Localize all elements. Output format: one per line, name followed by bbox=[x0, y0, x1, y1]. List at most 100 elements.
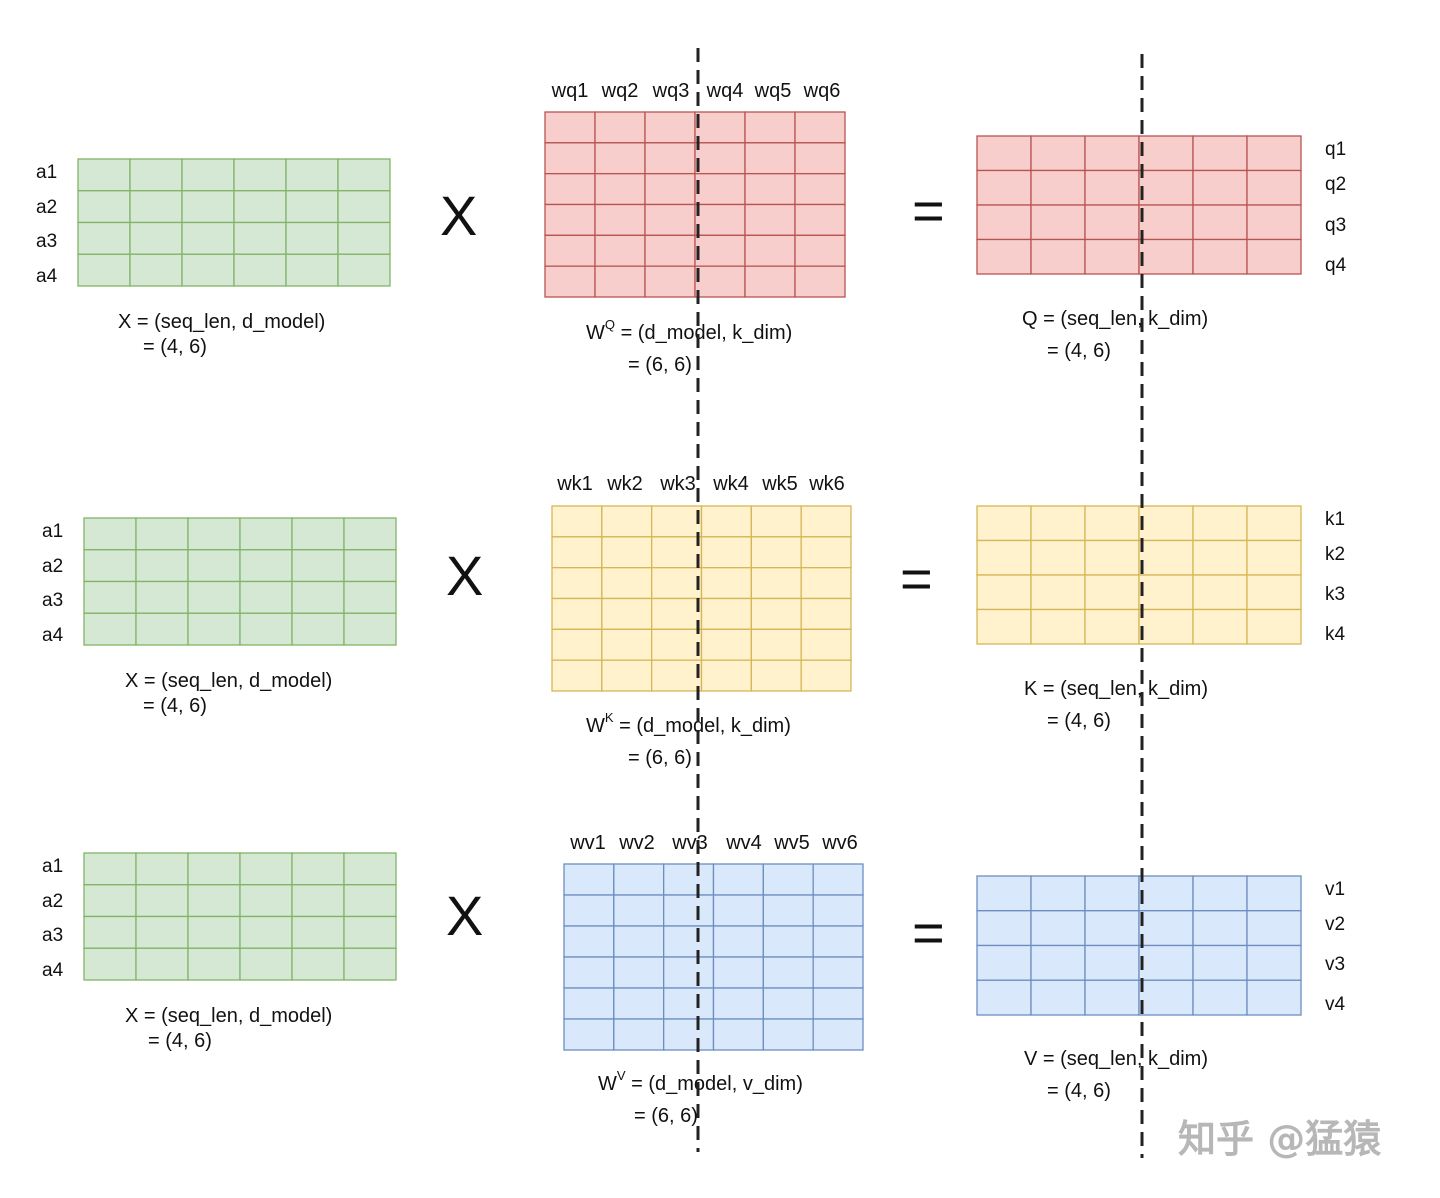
matrix-cell bbox=[700, 505, 752, 538]
matrix-cell bbox=[239, 852, 293, 886]
matrix-cell bbox=[1084, 979, 1140, 1016]
w-caption-shape: = (6, 6) bbox=[634, 1105, 698, 1127]
matrix-cell bbox=[135, 549, 189, 583]
matrix-cell bbox=[1030, 505, 1086, 542]
matrix-cell bbox=[613, 1018, 665, 1051]
x-row-label: a4 bbox=[42, 960, 64, 981]
matrix-cell bbox=[712, 925, 764, 958]
matrix-cell bbox=[1030, 608, 1086, 645]
matrix-cell bbox=[976, 910, 1032, 947]
matrix-cell bbox=[83, 947, 137, 981]
matrix-cell bbox=[1192, 238, 1248, 275]
matrix-cell bbox=[762, 1018, 814, 1051]
matrix-cell bbox=[1192, 204, 1248, 241]
matrix-cell bbox=[135, 517, 189, 551]
q-row-label: q4 bbox=[1325, 255, 1347, 276]
matrix-cell bbox=[694, 234, 746, 267]
matrix-cell bbox=[563, 987, 615, 1020]
matrix-cell bbox=[563, 894, 615, 927]
matrix-cell bbox=[663, 863, 715, 896]
matrix-cell bbox=[181, 221, 235, 255]
matrix-cell bbox=[601, 567, 653, 600]
matrix-cell bbox=[1084, 944, 1140, 981]
matrix-cell bbox=[762, 987, 814, 1020]
x-row-label: a2 bbox=[42, 891, 63, 912]
matrix-cell bbox=[594, 173, 646, 206]
matrix-cell bbox=[1084, 238, 1140, 275]
matrix-cell bbox=[700, 536, 752, 569]
q-row-label: q3 bbox=[1325, 215, 1346, 236]
row-v: a1 a2 a3 a4 X = (seq_len, d_model) = (4,… bbox=[42, 832, 1346, 1127]
matrix-cell bbox=[337, 221, 391, 255]
matrix-cell bbox=[750, 505, 802, 538]
x-row-label: a1 bbox=[36, 162, 57, 183]
matrix-cell bbox=[1246, 539, 1302, 576]
matrix-cell bbox=[544, 203, 596, 236]
matrix-cell bbox=[613, 894, 665, 927]
matrix-cell bbox=[239, 517, 293, 551]
v-row-label: v4 bbox=[1325, 994, 1346, 1015]
matrix-cell bbox=[343, 852, 397, 886]
matrix-cell bbox=[712, 1018, 764, 1051]
matrix-cell bbox=[744, 234, 796, 267]
matrix-cell bbox=[337, 158, 391, 192]
matrix-cell bbox=[343, 517, 397, 551]
v-row-label: v1 bbox=[1325, 879, 1345, 900]
matrix-cell bbox=[1084, 875, 1140, 912]
matrix-cell bbox=[762, 925, 814, 958]
matrix-cell bbox=[800, 567, 852, 600]
matrix-cell bbox=[187, 852, 241, 886]
matrix-cell bbox=[663, 987, 715, 1020]
matrix-cell bbox=[594, 265, 646, 298]
x-caption-shape: = (4, 6) bbox=[143, 336, 207, 358]
matrix-cell bbox=[343, 884, 397, 918]
w-col-label: wq4 bbox=[706, 80, 744, 102]
matrix-cell bbox=[601, 659, 653, 692]
matrix-cell bbox=[233, 190, 287, 224]
q-matrix bbox=[976, 135, 1302, 275]
matrix-cell bbox=[694, 142, 746, 175]
matrix-cell bbox=[181, 158, 235, 192]
k-row-label: k3 bbox=[1325, 584, 1345, 605]
matrix-cell bbox=[291, 947, 345, 981]
matrix-cell bbox=[1030, 875, 1086, 912]
matrix-cell bbox=[744, 265, 796, 298]
matrix-cell bbox=[694, 173, 746, 206]
matrix-cell bbox=[291, 915, 345, 949]
matrix-cell bbox=[712, 956, 764, 989]
matrix-cell bbox=[601, 505, 653, 538]
matrix-cell bbox=[1138, 574, 1194, 611]
wv-matrix bbox=[563, 863, 864, 1051]
matrix-cell bbox=[976, 875, 1032, 912]
matrix-cell bbox=[551, 505, 603, 538]
k-matrix bbox=[976, 505, 1302, 645]
matrix-cell bbox=[694, 203, 746, 236]
x-row-label: a4 bbox=[42, 625, 64, 646]
matrix-cell bbox=[1030, 169, 1086, 206]
matrix-cell bbox=[700, 659, 752, 692]
matrix-cell bbox=[239, 549, 293, 583]
wq-matrix bbox=[544, 111, 846, 298]
matrix-cell bbox=[1030, 944, 1086, 981]
matrix-cell bbox=[343, 947, 397, 981]
matrix-cell bbox=[700, 597, 752, 630]
matrix-cell bbox=[1138, 910, 1194, 947]
w-col-label: wv5 bbox=[773, 832, 810, 854]
w-col-label: wv1 bbox=[569, 832, 606, 854]
x-caption-shape: = (4, 6) bbox=[148, 1030, 212, 1052]
matrix-cell bbox=[651, 536, 703, 569]
matrix-cell bbox=[1246, 608, 1302, 645]
matrix-cell bbox=[976, 169, 1032, 206]
row-k: a1 a2 a3 a4 X = (seq_len, d_model) = (4,… bbox=[42, 473, 1346, 769]
matrix-cell bbox=[750, 536, 802, 569]
w-caption-shape: = (6, 6) bbox=[628, 354, 692, 376]
w-col-label: wq1 bbox=[551, 80, 589, 102]
wk-matrix bbox=[551, 505, 852, 692]
matrix-cell bbox=[551, 628, 603, 661]
x-row-label: a3 bbox=[42, 590, 63, 611]
w-col-label: wv6 bbox=[821, 832, 858, 854]
matrix-cell bbox=[976, 505, 1032, 542]
matrix-cell bbox=[794, 111, 846, 144]
matrix-cell bbox=[187, 612, 241, 646]
matrix-cell bbox=[291, 884, 345, 918]
